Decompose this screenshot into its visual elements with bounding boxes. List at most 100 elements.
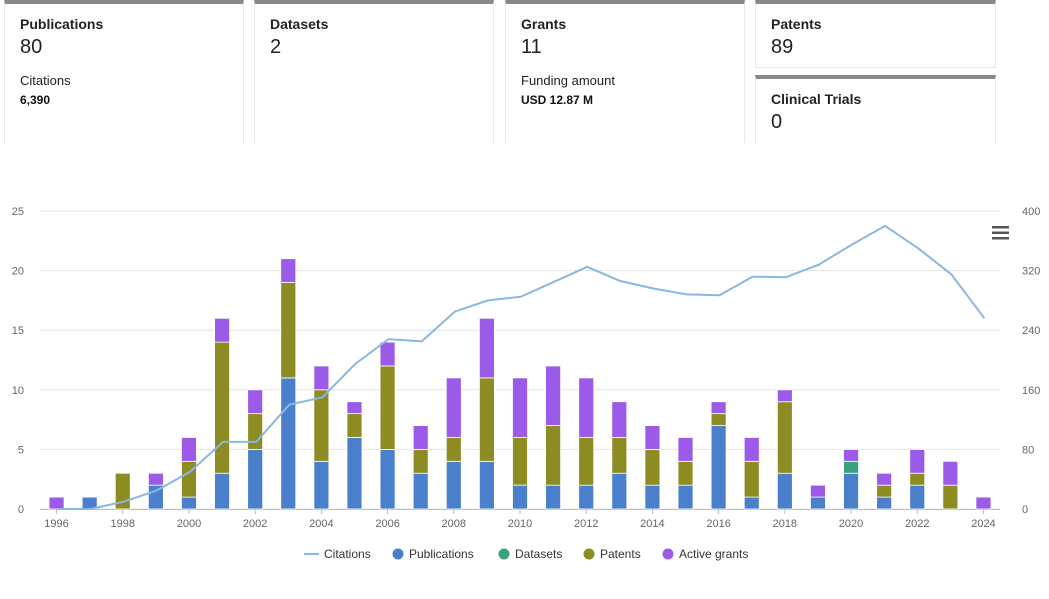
bar-patents-2008[interactable] [445,437,462,462]
bar-active-grants-2023[interactable] [942,460,959,486]
bar-patents-2012[interactable] [578,437,595,486]
bar-active-grants-2022[interactable] [909,448,926,474]
bar-patents-2018[interactable] [776,401,793,474]
bar-active-grants-2005[interactable] [346,401,363,415]
bar-active-grants-1999[interactable] [147,472,164,486]
bar-patents-2013[interactable] [611,437,628,474]
legend-item-citations[interactable]: Citations [304,547,371,561]
bar-patents-2015[interactable] [677,460,694,486]
left-axis-ticks: 0 5 10 15 20 25 [12,206,24,516]
bar-active-grants-2011[interactable] [545,365,562,426]
right-axis-tick-label: 240 [1022,325,1040,337]
bar-patents-2023[interactable] [942,484,959,510]
bar-active-grants-1996[interactable] [48,496,65,510]
legend-item-patents[interactable]: Patents [583,547,641,561]
bar-patents-2006[interactable] [379,365,396,450]
x-axis-tick-label: 2008 [442,518,466,530]
bar-patents-2009[interactable] [478,377,495,462]
bar-patents-2001[interactable] [214,341,230,474]
bar-publications-2016[interactable] [710,425,727,510]
bar-publications-2000[interactable] [181,496,197,510]
bar-active-grants-2002[interactable] [247,389,264,415]
bar-active-grants-2007[interactable] [412,425,429,450]
bar-publications-2009[interactable] [478,460,495,510]
bar-active-grants-2012[interactable] [578,377,595,438]
bar-publications-2013[interactable] [611,472,628,510]
bar-active-grants-2015[interactable] [677,437,694,462]
bar-active-grants-2019[interactable] [810,484,826,498]
x-axis-tick-label: 2016 [706,518,730,530]
funding-amount-label: Funding amount [521,73,615,88]
bar-active-grants-2014[interactable] [644,425,661,450]
bar-active-grants-2009[interactable] [478,317,495,379]
bar-publications-2008[interactable] [445,460,462,510]
bar-publications-2017[interactable] [743,496,760,510]
bar-publications-2006[interactable] [379,448,396,510]
bar-publications-2010[interactable] [512,484,528,510]
bar-patents-2017[interactable] [743,460,760,498]
bar-publications-2007[interactable] [412,472,429,510]
bar-publications-2001[interactable] [214,472,230,510]
bar-active-grants-2004[interactable] [313,365,330,391]
bar-active-grants-2010[interactable] [512,377,528,438]
bar-active-grants-2016[interactable] [710,401,727,415]
bar-publications-2019[interactable] [810,496,826,510]
bar-patents-2007[interactable] [412,448,429,474]
bar-patents-2022[interactable] [909,472,926,486]
bar-publications-2005[interactable] [346,437,363,510]
bar-publications-2022[interactable] [909,484,926,510]
bar-active-grants-2024[interactable] [975,496,992,510]
x-axis-tick-label: 2006 [375,518,399,530]
bar-patents-2016[interactable] [710,413,727,426]
bar-patents-2004[interactable] [313,389,330,462]
bar-publications-2020[interactable] [843,472,859,510]
legend-item-active-grants[interactable]: Active grants [662,547,749,561]
grants-card: Grants 11 Funding amount USD 12.87 M [505,0,745,143]
bar-active-grants-2020[interactable] [843,448,859,462]
bar-active-grants-2013[interactable] [611,401,628,438]
clinical-trials-count: 0 [771,111,783,133]
bar-patents-2010[interactable] [512,437,528,486]
bar-active-grants-2006[interactable] [379,341,396,367]
bar-active-grants-2008[interactable] [445,377,462,438]
bar-active-grants-2003[interactable] [280,258,297,283]
bar-publications-2018[interactable] [776,472,793,510]
bar-patents-2014[interactable] [644,448,661,486]
bar-publications-2011[interactable] [545,484,562,510]
bar-publications-2014[interactable] [644,484,661,510]
citations-line[interactable] [57,224,986,510]
bar-patents-2002[interactable] [247,413,264,450]
bar-datasets-2020[interactable] [843,460,859,474]
bar-patents-2011[interactable] [545,425,562,486]
datasets-label: Datasets [270,16,329,32]
legend-item-datasets[interactable]: Datasets [498,547,563,561]
bar-publications-2003[interactable] [280,377,297,510]
grants-count: 11 [521,36,542,58]
bar-publications-2021[interactable] [876,496,893,510]
bar-patents-2003[interactable] [280,282,297,379]
patents-label: Patents [771,16,822,32]
bar-publications-2002[interactable] [247,448,264,510]
bar-publications-2004[interactable] [313,460,330,510]
bar-publications-2012[interactable] [578,484,595,510]
legend-dot-icon [498,548,510,560]
hamburger-menu-icon[interactable] [990,224,1010,242]
right-axis-tick-label: 320 [1022,266,1040,278]
left-axis-tick-label: 20 [12,266,24,278]
bar-active-grants-2017[interactable] [743,437,760,462]
right-axis-tick-label: 160 [1022,385,1040,397]
x-axis-tick-label: 1998 [111,518,135,530]
right-axis-tick-label: 400 [1022,206,1040,218]
legend-item-publications[interactable]: Publications [392,547,474,561]
bar-patents-2005[interactable] [346,413,363,438]
bar-active-grants-2018[interactable] [776,389,793,403]
left-axis-tick-label: 25 [12,206,24,218]
left-axis-tick-label: 0 [18,504,24,516]
bar-patents-2021[interactable] [876,484,893,498]
bar-active-grants-2021[interactable] [876,472,893,486]
bar-active-grants-2001[interactable] [214,317,230,343]
bar-active-grants-2000[interactable] [181,437,197,462]
clinical-trials-card: Clinical Trials 0 [755,75,996,143]
research-output-chart: 0 5 10 15 20 25 0 80 160 240 320 400 1996 1998 2000 2… [12,206,1041,561]
bar-publications-2015[interactable] [677,484,694,510]
